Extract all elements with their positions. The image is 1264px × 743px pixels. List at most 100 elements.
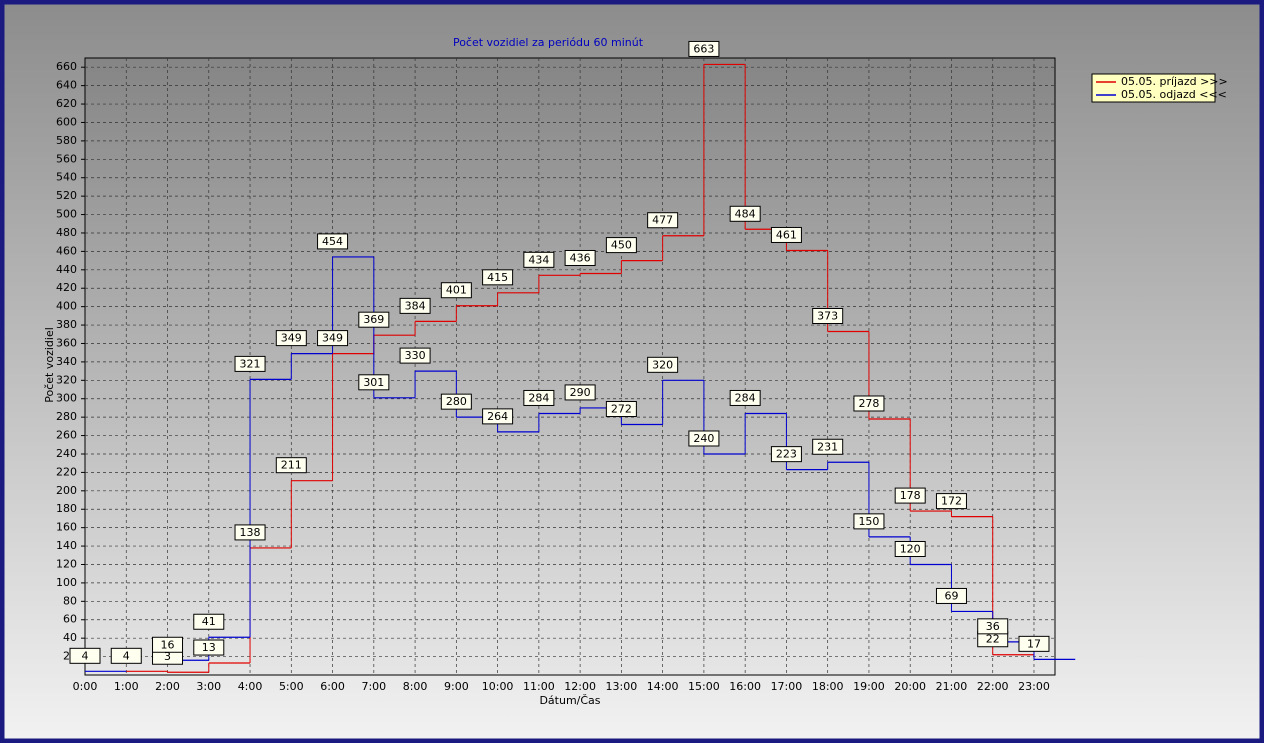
value-label-box — [110, 647, 142, 664]
value-label: 36 — [986, 620, 1000, 633]
value-label: 138 — [240, 526, 261, 539]
value-label: 384 — [405, 299, 426, 312]
value-label: 369 — [363, 313, 384, 326]
value-label: 320 — [652, 358, 673, 371]
y-tick-label: 420 — [56, 281, 77, 294]
value-label-box — [688, 430, 720, 447]
value-label: 349 — [281, 332, 302, 345]
value-label: 120 — [900, 542, 921, 555]
plot-area — [84, 57, 1056, 676]
y-tick-label: 560 — [56, 152, 77, 165]
value-label-box — [358, 374, 390, 391]
value-label-box — [729, 389, 761, 406]
y-tick-label: 80 — [63, 594, 77, 607]
value-label-box — [234, 524, 266, 541]
value-label-box — [564, 249, 596, 266]
value-label-box — [399, 297, 431, 314]
value-label-box — [564, 384, 596, 401]
value-label: 484 — [735, 207, 756, 220]
value-label: 301 — [363, 376, 384, 389]
legend-label: 05.05. príjazd >>> — [1121, 75, 1228, 88]
x-tick-label: 21:00 — [936, 680, 968, 693]
x-tick-label: 0:00 — [73, 680, 98, 693]
value-label-box — [440, 393, 472, 410]
value-label-box — [1018, 635, 1050, 652]
value-label-box — [647, 212, 679, 229]
value-label: 41 — [202, 615, 216, 628]
value-label-box — [482, 408, 514, 425]
value-label: 16 — [161, 638, 175, 651]
x-tick-label: 5:00 — [279, 680, 304, 693]
value-label: 211 — [281, 459, 302, 472]
value-label: 172 — [941, 495, 962, 508]
value-label: 434 — [528, 253, 549, 266]
value-label-box — [935, 587, 967, 604]
y-tick-label: 320 — [56, 373, 77, 386]
y-tick-label: 440 — [56, 263, 77, 276]
y-tick-label: 240 — [56, 447, 77, 460]
x-tick-label: 1:00 — [114, 680, 139, 693]
value-label: 373 — [817, 310, 838, 323]
value-label: 4 — [123, 649, 130, 662]
x-tick-label: 3:00 — [196, 680, 221, 693]
x-tick-label: 12:00 — [564, 680, 596, 693]
value-label: 240 — [693, 432, 714, 445]
y-tick-label: 300 — [56, 392, 77, 405]
value-label-box — [482, 269, 514, 286]
y-tick-label: 520 — [56, 189, 77, 202]
y-tick-label: 60 — [63, 613, 77, 626]
value-label: 4 — [82, 649, 89, 662]
value-label-box — [69, 647, 101, 664]
x-tick-label: 20:00 — [894, 680, 926, 693]
value-label-box — [977, 618, 1009, 635]
value-label: 415 — [487, 271, 508, 284]
value-label-box — [440, 282, 472, 299]
y-tick-label: 120 — [56, 557, 77, 570]
y-axis-label: Počet vozidiel — [43, 327, 56, 403]
value-label: 436 — [570, 251, 591, 264]
x-tick-label: 18:00 — [812, 680, 844, 693]
y-tick-label: 620 — [56, 97, 77, 110]
x-tick-label: 15:00 — [688, 680, 720, 693]
value-label: 450 — [611, 239, 632, 252]
value-label-box — [193, 639, 225, 656]
y-tick-label: 220 — [56, 465, 77, 478]
value-label: 278 — [858, 397, 879, 410]
value-label: 454 — [322, 235, 343, 248]
x-tick-label: 14:00 — [647, 680, 679, 693]
y-tick-label: 260 — [56, 429, 77, 442]
value-label: 663 — [693, 42, 714, 55]
y-tick-label: 540 — [56, 171, 77, 184]
y-tick-label: 600 — [56, 115, 77, 128]
value-label: 290 — [570, 386, 591, 399]
x-tick-label: 23:00 — [1018, 680, 1050, 693]
y-tick-label: 160 — [56, 521, 77, 534]
y-tick-label: 640 — [56, 79, 77, 92]
value-label-box — [894, 540, 926, 557]
y-tick-label: 380 — [56, 318, 77, 331]
y-tick-label: 460 — [56, 244, 77, 257]
value-label: 264 — [487, 410, 508, 423]
value-label-box — [688, 40, 720, 57]
y-tick-label: 400 — [56, 300, 77, 313]
value-label-box — [894, 487, 926, 504]
value-label: 22 — [986, 633, 1000, 646]
legend — [1091, 73, 1216, 103]
value-label-box — [770, 446, 802, 463]
x-tick-label: 2:00 — [155, 680, 180, 693]
value-label-box — [234, 355, 266, 372]
value-label: 13 — [202, 641, 216, 654]
y-tick-label: 660 — [56, 60, 77, 73]
value-label-box — [605, 237, 637, 254]
value-label-box — [729, 205, 761, 222]
legend-label: 05.05. odjazd <<< — [1121, 88, 1227, 101]
value-label-box — [275, 330, 307, 347]
value-label-box — [275, 457, 307, 474]
value-label: 461 — [776, 228, 797, 241]
value-label-box — [647, 356, 679, 373]
y-tick-label: 40 — [63, 631, 77, 644]
value-label-box — [770, 226, 802, 243]
value-label: 272 — [611, 403, 632, 416]
value-label-box — [812, 438, 844, 455]
